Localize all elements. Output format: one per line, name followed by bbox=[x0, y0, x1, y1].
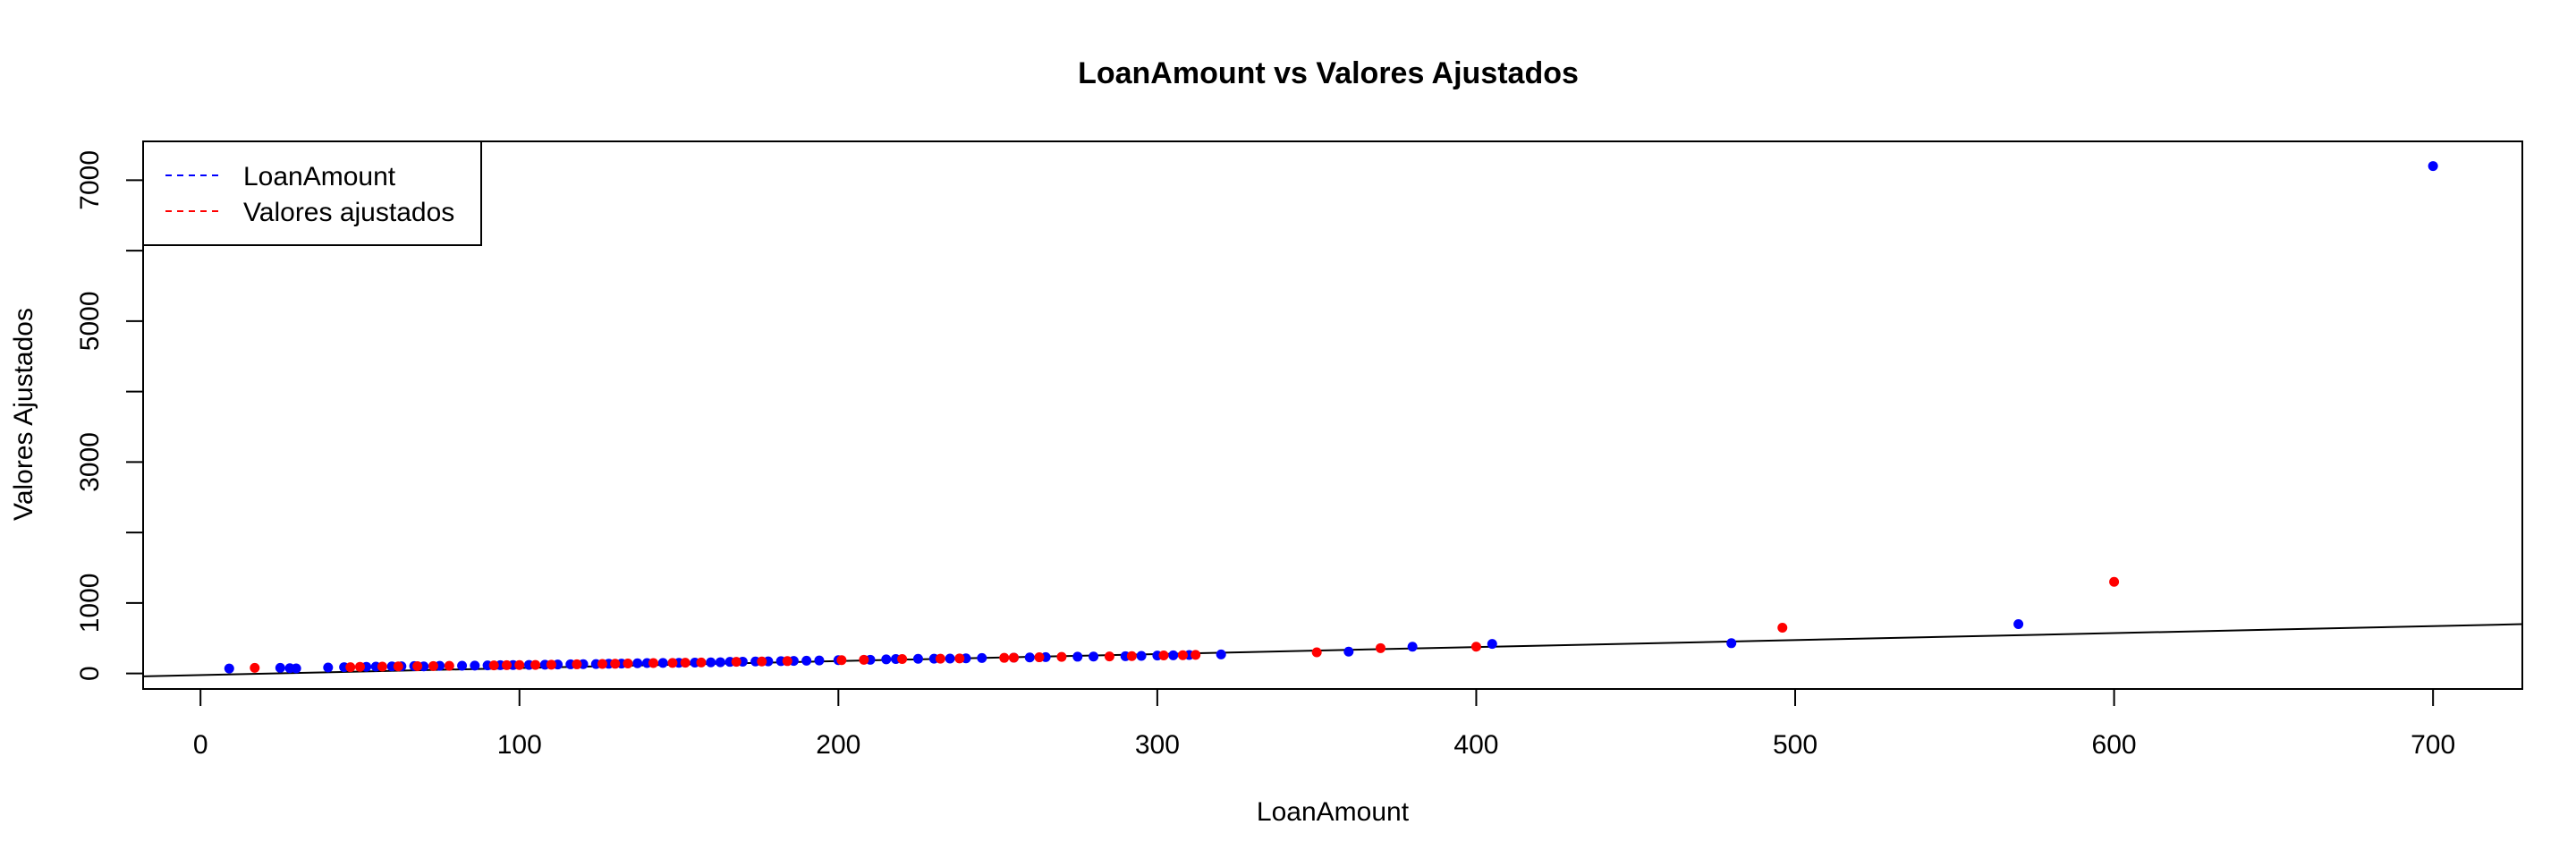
point-valores-ajustados bbox=[731, 657, 741, 668]
point-valores-ajustados bbox=[428, 660, 438, 671]
point-loanamount bbox=[2428, 161, 2438, 172]
point-loanamount bbox=[1407, 642, 1418, 652]
point-valores-ajustados bbox=[954, 653, 965, 664]
point-valores-ajustados bbox=[572, 659, 582, 669]
y-tick-label: 0 bbox=[75, 666, 105, 681]
point-loanamount bbox=[2013, 619, 2024, 630]
x-tick-label: 300 bbox=[1135, 730, 1180, 760]
point-loanamount bbox=[323, 662, 334, 673]
point-valores-ajustados bbox=[597, 659, 607, 669]
point-valores-ajustados bbox=[610, 659, 621, 669]
point-valores-ajustados bbox=[696, 657, 707, 668]
y-tick-label: 5000 bbox=[75, 291, 105, 351]
x-axis: 0 100 200 300 400 500 600 700 bbox=[193, 688, 2455, 760]
point-loanamount bbox=[814, 655, 825, 666]
x-tick-label: 600 bbox=[2092, 730, 2137, 760]
point-loanamount bbox=[275, 662, 285, 673]
x-tick-label: 100 bbox=[497, 730, 542, 760]
point-valores-ajustados bbox=[667, 658, 678, 668]
legend-label-valores-ajustados: Valores ajustados bbox=[243, 198, 454, 227]
x-tick-label: 200 bbox=[816, 730, 860, 760]
y-tick-label: 1000 bbox=[75, 574, 105, 634]
point-valores-ajustados bbox=[757, 656, 767, 667]
point-loanamount bbox=[291, 663, 301, 674]
point-loanamount bbox=[945, 653, 955, 664]
point-valores-ajustados bbox=[546, 659, 556, 670]
point-valores-ajustados bbox=[1777, 622, 1788, 633]
x-axis-label: LoanAmount bbox=[1257, 797, 1410, 827]
point-valores-ajustados bbox=[501, 659, 512, 670]
point-valores-ajustados bbox=[1177, 650, 1188, 660]
point-valores-ajustados bbox=[782, 656, 792, 667]
point-valores-ajustados bbox=[514, 659, 525, 670]
point-loanamount bbox=[1089, 651, 1099, 662]
point-valores-ajustados bbox=[488, 660, 499, 671]
point-valores-ajustados bbox=[859, 654, 869, 665]
point-valores-ajustados bbox=[345, 662, 356, 673]
plot-area bbox=[143, 161, 2522, 677]
legend-box bbox=[142, 140, 482, 246]
point-valores-ajustados bbox=[1126, 651, 1137, 661]
point-valores-ajustados bbox=[1008, 652, 1019, 663]
point-loanamount bbox=[881, 654, 892, 665]
point-valores-ajustados bbox=[444, 660, 454, 671]
point-valores-ajustados bbox=[999, 652, 1010, 663]
point-valores-ajustados bbox=[250, 662, 260, 673]
point-loanamount bbox=[1216, 649, 1226, 659]
point-valores-ajustados bbox=[377, 661, 387, 672]
point-valores-ajustados bbox=[1470, 642, 1481, 652]
x-tick-label: 0 bbox=[193, 730, 208, 760]
point-valores-ajustados bbox=[412, 660, 423, 671]
point-valores-ajustados bbox=[1191, 650, 1201, 660]
point-valores-ajustados bbox=[530, 659, 541, 670]
point-loanamount bbox=[224, 663, 234, 674]
point-valores-ajustados bbox=[1056, 651, 1067, 662]
point-loanamount bbox=[706, 657, 716, 668]
point-valores-ajustados bbox=[648, 658, 659, 668]
point-valores-ajustados bbox=[1158, 651, 1169, 661]
point-loanamount bbox=[1024, 652, 1035, 663]
point-loanamount bbox=[1168, 650, 1179, 660]
point-valores-ajustados bbox=[1375, 642, 1385, 653]
point-valores-ajustados bbox=[935, 653, 945, 664]
x-tick-label: 500 bbox=[1773, 730, 1818, 760]
point-valores-ajustados bbox=[393, 661, 403, 672]
legend: LoanAmount Valores ajustados bbox=[142, 140, 482, 246]
point-valores-ajustados bbox=[1104, 651, 1114, 662]
point-loanamount bbox=[715, 657, 725, 668]
x-tick-label: 400 bbox=[1453, 730, 1498, 760]
point-loanamount bbox=[801, 655, 812, 666]
point-valores-ajustados bbox=[1311, 647, 1322, 658]
point-valores-ajustados bbox=[2109, 576, 2120, 587]
point-loanamount bbox=[912, 653, 923, 664]
point-loanamount bbox=[1072, 651, 1083, 662]
point-valores-ajustados bbox=[836, 655, 847, 666]
point-loanamount bbox=[657, 658, 668, 668]
point-valores-ajustados bbox=[1034, 652, 1045, 663]
y-tick-label: 3000 bbox=[75, 432, 105, 492]
fit-line bbox=[143, 623, 2522, 677]
point-valores-ajustados bbox=[623, 658, 633, 668]
x-tick-label: 700 bbox=[2411, 730, 2455, 760]
point-loanamount bbox=[1136, 651, 1147, 661]
chart-title: LoanAmount vs Valores Ajustados bbox=[1078, 56, 1579, 90]
y-tick-label: 7000 bbox=[75, 150, 105, 210]
point-loanamount bbox=[470, 660, 480, 671]
y-axis: 0 1000 3000 5000 7000 bbox=[75, 150, 144, 681]
point-loanamount bbox=[457, 660, 468, 671]
point-loanamount bbox=[1343, 646, 1354, 657]
y-axis-label: Valores Ajustados bbox=[9, 308, 38, 521]
point-loanamount bbox=[977, 652, 987, 663]
point-valores-ajustados bbox=[897, 654, 908, 665]
point-loanamount bbox=[1726, 638, 1737, 649]
legend-label-loanamount: LoanAmount bbox=[243, 162, 396, 191]
point-loanamount bbox=[1487, 639, 1497, 650]
point-loanamount bbox=[632, 658, 643, 668]
point-valores-ajustados bbox=[680, 658, 691, 668]
point-valores-ajustados bbox=[354, 661, 365, 672]
